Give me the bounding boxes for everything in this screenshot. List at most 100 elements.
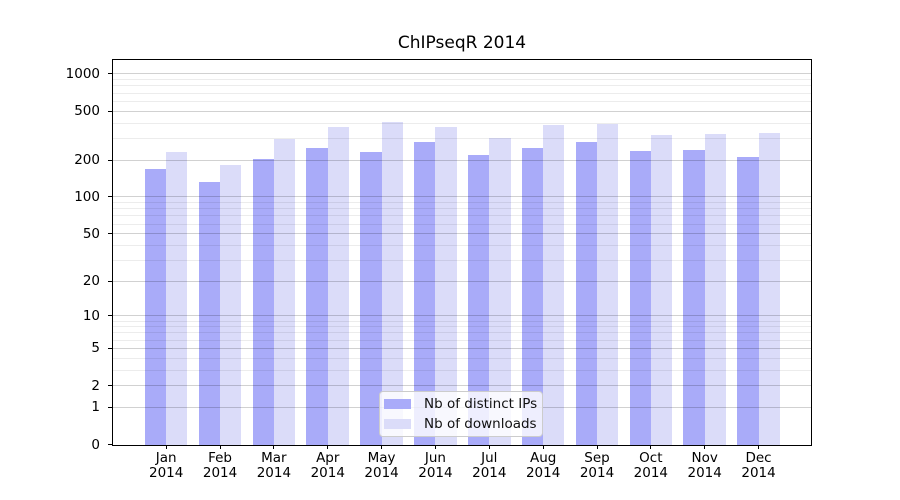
major-gridline	[113, 233, 811, 235]
legend-label-downloads: Nb of downloads	[424, 415, 537, 432]
y-tick-label: 200	[74, 152, 100, 169]
major-gridline	[113, 347, 811, 349]
y-tick-label: 1000	[65, 65, 100, 82]
x-tick-year: 2014	[687, 464, 722, 481]
y-tick-mark	[108, 315, 113, 317]
bar-downloads	[758, 132, 780, 445]
y-tick-label: 5	[91, 340, 100, 357]
x-tick-month: Jul	[481, 449, 498, 466]
major-gridline	[113, 385, 811, 387]
x-tick-label: May 2014	[352, 450, 412, 481]
x-tick-year: 2014	[364, 464, 399, 481]
x-tick-label: Jul 2014	[459, 449, 519, 481]
minor-gridline	[113, 85, 811, 87]
minor-gridline	[113, 202, 811, 204]
y-tick-mark	[108, 444, 113, 445]
x-tick-mark	[165, 444, 167, 449]
y-tick-mark	[108, 347, 113, 349]
bar-downloads	[435, 127, 457, 445]
legend-swatch-distinct-ips-icon	[384, 398, 411, 410]
bar-downloads	[327, 127, 350, 445]
x-tick-month: Dec	[745, 449, 772, 466]
chart-title: ChIPseqR 2014	[397, 33, 527, 53]
minor-gridline	[113, 79, 811, 81]
bar-downloads	[543, 125, 565, 445]
x-tick-month: Nov	[691, 449, 718, 466]
minor-gridline	[113, 339, 811, 341]
x-tick-label: Feb 2014	[190, 449, 250, 481]
minor-gridline	[113, 208, 811, 210]
legend: Nb of distinct IPs Nb of downloads	[379, 391, 543, 437]
x-tick-mark	[704, 444, 706, 449]
bar-downloads	[166, 151, 188, 445]
x-tick-mark	[758, 444, 760, 449]
legend-item-distinct-ips: Nb of distinct IPs	[380, 395, 542, 414]
y-tick-mark	[108, 280, 113, 282]
x-tick-year: 2014	[149, 464, 184, 481]
major-gridline	[113, 280, 811, 282]
x-tick-label: Sep 2014	[567, 449, 627, 481]
y-tick-mark	[108, 73, 113, 75]
bar-distinct-ips	[306, 147, 328, 445]
bar-distinct-ips	[468, 155, 490, 445]
bar-downloads	[273, 138, 296, 445]
y-tick-mark	[108, 196, 113, 198]
minor-gridline	[113, 137, 811, 139]
x-tick-month: Jun	[424, 449, 446, 466]
bar-downloads	[597, 124, 619, 445]
bar-distinct-ips	[360, 151, 382, 445]
x-tick-mark	[542, 444, 544, 449]
y-tick-mark	[108, 110, 113, 112]
x-tick-label: Dec 2014	[729, 449, 789, 481]
x-tick-mark	[650, 444, 652, 449]
x-tick-year: 2014	[579, 464, 615, 481]
x-tick-label: Apr 2014	[298, 449, 358, 481]
x-tick-month: Apr	[316, 449, 340, 466]
y-tick-label: 1	[91, 399, 100, 416]
x-tick-label: Jun 2014	[405, 449, 465, 481]
y-tick-label: 500	[74, 103, 100, 120]
bar-distinct-ips	[575, 141, 597, 445]
bar-distinct-ips	[629, 150, 651, 445]
bar-downloads	[704, 134, 726, 445]
bar-distinct-ips	[521, 147, 544, 445]
x-tick-year: 2014	[418, 464, 453, 481]
y-tick-mark	[108, 406, 113, 408]
legend-label-distinct-ips: Nb of distinct IPs	[424, 396, 538, 413]
bar-distinct-ips	[252, 159, 274, 445]
x-tick-month: Jan	[155, 449, 177, 466]
bars-layer	[113, 60, 811, 445]
legend-swatch-downloads-icon	[384, 418, 411, 430]
x-tick-mark	[596, 444, 598, 449]
legend-item-downloads: Nb of downloads	[380, 414, 542, 433]
bar-distinct-ips	[198, 181, 221, 445]
x-tick-month: Aug	[529, 449, 557, 466]
x-tick-year: 2014	[202, 464, 238, 481]
bar-distinct-ips	[737, 157, 759, 445]
bar-downloads	[650, 134, 673, 445]
y-tick-mark	[108, 385, 113, 387]
x-tick-label: Mar 2014	[244, 449, 304, 481]
plot-area	[113, 59, 811, 445]
minor-gridline	[113, 259, 811, 261]
x-tick-mark	[327, 444, 329, 449]
x-tick-label: Aug 2014	[513, 449, 573, 481]
x-tick-month: Feb	[208, 449, 232, 466]
y-tick-label: 10	[82, 307, 100, 324]
x-tick-year: 2014	[472, 464, 507, 481]
x-tick-month: Sep	[584, 449, 610, 466]
grid-layer	[113, 60, 811, 445]
major-gridline	[113, 159, 811, 161]
major-gridline	[113, 73, 811, 75]
y-tick-mark	[108, 159, 113, 161]
minor-gridline	[113, 223, 811, 225]
major-gridline	[113, 196, 811, 198]
bar-downloads	[220, 164, 242, 445]
x-tick-label: Nov 2014	[675, 449, 735, 481]
x-tick-month: Mar	[261, 449, 287, 466]
y-tick-label: 2	[91, 377, 100, 394]
x-tick-mark	[381, 444, 383, 449]
x-tick-year: 2014	[633, 464, 669, 481]
minor-gridline	[113, 332, 811, 334]
